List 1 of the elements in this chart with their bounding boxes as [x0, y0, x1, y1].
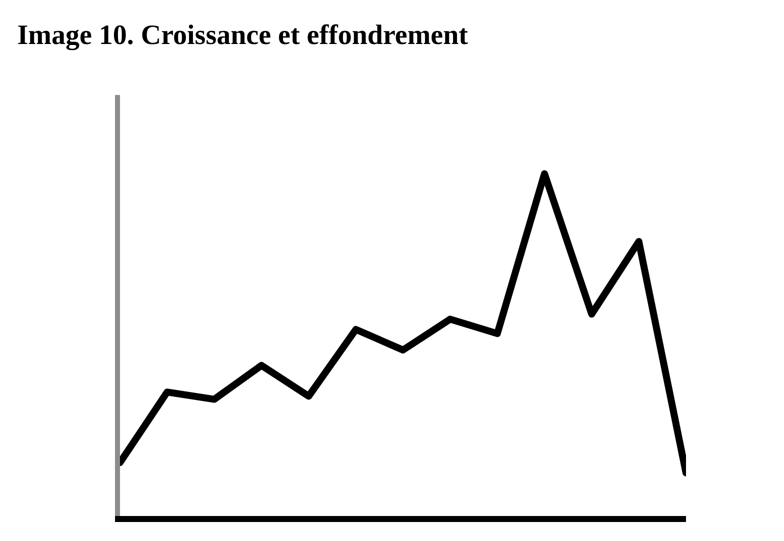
chart-title: Image 10. Croissance et effondrement	[17, 20, 469, 51]
